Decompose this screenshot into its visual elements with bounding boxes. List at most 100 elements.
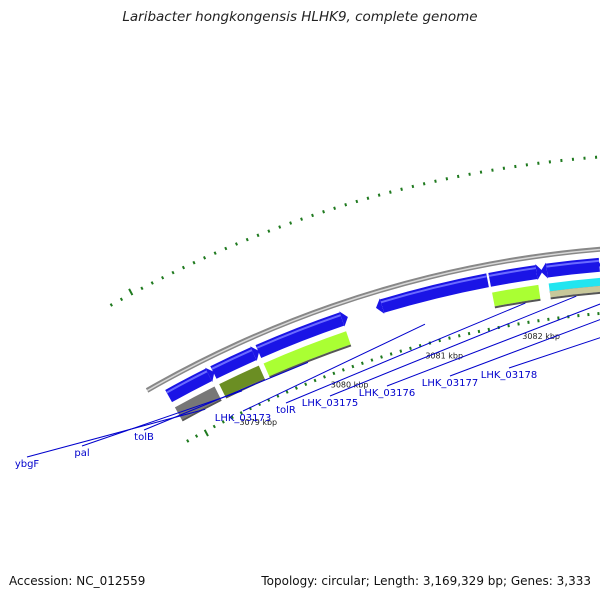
gene-arrow-shine bbox=[546, 259, 600, 268]
outer-tick bbox=[344, 203, 348, 207]
inner-tick bbox=[239, 411, 243, 415]
inner-tick bbox=[313, 378, 317, 383]
outer-tick bbox=[224, 246, 228, 251]
gene-label: LHK_03176 bbox=[359, 388, 415, 399]
outer-tick bbox=[161, 275, 165, 280]
feature-shadow bbox=[550, 291, 600, 300]
outer-tick bbox=[377, 193, 381, 197]
scale-tick-label: 3081 kbp bbox=[425, 351, 463, 360]
outer-tick bbox=[267, 229, 271, 233]
callout-line bbox=[285, 302, 526, 404]
gene-arrow-shine bbox=[380, 275, 488, 304]
inner-tick bbox=[380, 355, 383, 359]
inner-tick bbox=[409, 346, 412, 351]
outer-tick bbox=[109, 303, 113, 307]
inner-tick-track bbox=[186, 312, 600, 443]
inner-tick bbox=[351, 364, 355, 369]
outer-tick bbox=[322, 210, 325, 214]
outer-tick bbox=[256, 233, 260, 238]
callout-line bbox=[143, 361, 309, 431]
outer-tick bbox=[245, 237, 249, 242]
gene-label: LHK_03175 bbox=[302, 398, 358, 409]
outer-tick bbox=[491, 168, 494, 172]
outer-tick-track bbox=[109, 155, 598, 307]
inner-tick bbox=[304, 382, 308, 386]
gene-callouts: ybgFpaltolBLHK_03173tolRLHK_03175LHK_031… bbox=[15, 295, 600, 470]
inner-tick bbox=[332, 371, 336, 376]
gene-label: tolB bbox=[134, 432, 154, 443]
inner-tick bbox=[370, 358, 374, 362]
gene-arrow-shine bbox=[211, 349, 253, 370]
outer-tick bbox=[411, 184, 415, 189]
inner-tick bbox=[212, 424, 216, 429]
outer-tick bbox=[434, 179, 437, 183]
outer-tick bbox=[213, 251, 217, 255]
feature-block bbox=[548, 277, 600, 292]
outer-tick bbox=[456, 174, 460, 179]
inner-tick bbox=[322, 375, 326, 379]
outer-tick bbox=[333, 206, 337, 210]
inner-tick bbox=[230, 415, 234, 420]
feature-block bbox=[174, 386, 221, 420]
scale-tick-label: 3082 kbp bbox=[522, 332, 560, 341]
callout-line bbox=[329, 295, 577, 397]
inner-tick bbox=[203, 429, 209, 437]
gene-label: LHK_03178 bbox=[481, 370, 537, 381]
outer-tick bbox=[128, 288, 134, 296]
gene-arrow-tip bbox=[540, 262, 548, 279]
inner-tick bbox=[487, 327, 491, 332]
outer-tick bbox=[119, 297, 124, 302]
scale-tick-label: 3080 kbp bbox=[331, 380, 369, 389]
outer-tick bbox=[181, 265, 186, 270]
feature-block bbox=[219, 365, 265, 397]
outer-tick bbox=[278, 225, 282, 229]
inner-tick bbox=[221, 420, 225, 424]
gene-arrow-tip bbox=[205, 367, 215, 383]
gene-label: LHK_03177 bbox=[422, 378, 478, 389]
gene-arrow bbox=[210, 347, 257, 379]
feature-block bbox=[492, 284, 541, 307]
outer-tick bbox=[445, 177, 449, 181]
gene-label: pal bbox=[74, 448, 89, 459]
outer-tick bbox=[300, 217, 303, 221]
callout-line bbox=[386, 303, 600, 387]
inner-tick bbox=[457, 334, 461, 338]
outer-tick bbox=[400, 187, 403, 191]
accession-label: Accession: NC_012559 bbox=[9, 574, 146, 588]
inner-tick bbox=[448, 336, 451, 340]
gene-arrow-shine bbox=[488, 267, 537, 277]
gene-track bbox=[165, 257, 600, 403]
gene-label: ybgF bbox=[15, 459, 40, 470]
outer-tick bbox=[203, 256, 207, 260]
inner-tick bbox=[399, 349, 403, 353]
gene-arrow-shine bbox=[166, 370, 208, 394]
gene-arrow bbox=[255, 312, 345, 358]
outer-tick bbox=[355, 199, 359, 204]
gene-arrow-shine bbox=[256, 314, 341, 349]
outer-tick bbox=[289, 221, 293, 225]
gene-arrow-tip bbox=[376, 298, 385, 314]
gene-arrow-tip bbox=[535, 264, 543, 280]
inner-tick bbox=[360, 361, 364, 365]
outer-tick bbox=[389, 190, 392, 194]
inner-tick bbox=[194, 434, 199, 438]
feature-shadow bbox=[269, 344, 352, 379]
scale-tick-label: 3079 kbp bbox=[239, 418, 277, 427]
outer-tick bbox=[468, 172, 471, 176]
gene-arrow bbox=[380, 273, 489, 313]
gene-arrow-tip bbox=[250, 346, 260, 361]
callout-line bbox=[508, 337, 600, 369]
gene-label: LHK_03173 bbox=[215, 413, 271, 424]
gene-label: tolR bbox=[276, 405, 296, 416]
inner-tick bbox=[477, 329, 481, 334]
inner-tick bbox=[467, 331, 471, 336]
outer-tick bbox=[422, 182, 426, 186]
inner-tick bbox=[186, 439, 190, 443]
gene-arrow-tip bbox=[339, 311, 348, 327]
inner-tick bbox=[507, 324, 510, 328]
outer-tick bbox=[192, 260, 196, 265]
gene-arrow bbox=[165, 368, 212, 403]
inner-tick bbox=[341, 368, 345, 372]
